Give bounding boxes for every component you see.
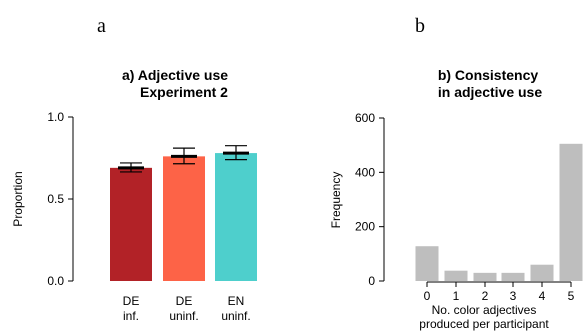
chart-a-y-tick-label: 0.5	[47, 192, 64, 206]
chart-b-bar	[501, 272, 525, 281]
chart-b-bar	[473, 272, 497, 281]
chart-a-title-line-1: a) Adjective use	[122, 67, 228, 83]
chart-b-y-tick-label: 600	[355, 111, 375, 125]
chart-a-bar	[110, 167, 152, 281]
chart-b-y-tick-label: 400	[355, 165, 375, 179]
chart-b-x-axis-label-line-1: No. color adjectives	[432, 303, 537, 317]
chart-b-bar	[444, 270, 468, 281]
chart-b-y-tick-label: 0	[368, 274, 375, 288]
panel-letter-b: b	[415, 15, 425, 37]
chart-b-y-tick-label: 200	[355, 220, 375, 234]
chart-b-bar	[415, 246, 439, 281]
chart-a-title-line-2: Experiment 2	[140, 84, 228, 100]
chart-b-x-tick-label: 3	[510, 289, 517, 303]
chart-a-category-label-line-1: DE	[123, 294, 140, 308]
chart-b-x-tick-label: 0	[424, 289, 431, 303]
chart-a-category-label-line-1: EN	[228, 294, 245, 308]
chart-a-y-tick-label: 1.0	[47, 110, 64, 124]
chart-a-bar	[163, 156, 205, 281]
panel-letter-a: a	[97, 15, 106, 37]
chart-b-bar	[559, 143, 583, 281]
chart-b-y-axis-label: Frequency	[329, 172, 343, 229]
chart-a-y-axis-label: Proportion	[11, 171, 25, 226]
chart-a-category-label-line-2: inf.	[123, 309, 139, 323]
chart-a-category-label-line-1: DE	[176, 294, 193, 308]
chart-b-x-axis-label-line-2: produced per participant	[419, 317, 549, 331]
chart-a-y-tick-label: 0.0	[47, 274, 64, 288]
chart-b: b) Consistency in adjective use 0 200 400 6…	[329, 67, 583, 331]
chart-b-bar	[530, 264, 554, 281]
chart-a-category-label-line-2: uninf.	[169, 309, 198, 323]
chart-b-title-line-2: in adjective use	[438, 84, 542, 100]
chart-b-x-tick-label: 5	[568, 289, 575, 303]
chart-b-x-tick-label: 1	[453, 289, 460, 303]
chart-b-x-tick-label: 2	[482, 289, 489, 303]
chart-b-x-tick-label: 4	[539, 289, 546, 303]
chart-a-category-label-line-2: uninf.	[221, 309, 250, 323]
chart-b-title-line-1: b) Consistency	[438, 67, 539, 83]
chart-a: a) Adjective use Experiment 2 0.00.51.0 …	[11, 67, 257, 323]
chart-a-bar	[215, 153, 257, 281]
